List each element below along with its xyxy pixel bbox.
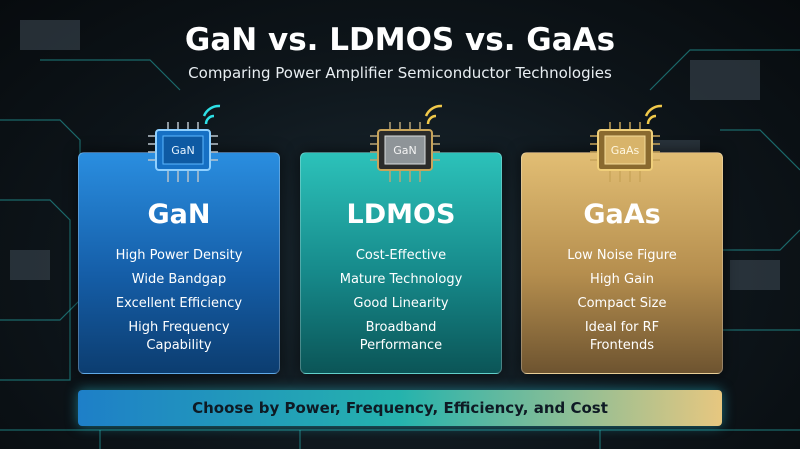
feature-list: High Power Density Wide Bandgap Excellent …: [89, 247, 269, 355]
feature-list: Low Noise Figure High Gain Compact Size Ide…: [532, 247, 712, 355]
feature: Cost-Effective: [355, 248, 447, 263]
card-title: GaN: [147, 199, 211, 230]
chip-icon: GaN: [370, 104, 443, 182]
feature-list: Cost-Effective Mature Technology Good Line…: [311, 247, 491, 355]
chip-label: GaAs: [611, 144, 640, 157]
title: GaN vs. LDMOS vs. GaAs: [184, 22, 616, 58]
card: GaAs Low Noise Figure High Gain Compact Si…: [521, 152, 723, 374]
feature: Good Linearity: [353, 296, 449, 311]
feature: Mature Technology: [339, 272, 463, 287]
chip-icon: GaAs: [590, 104, 663, 182]
feature: High Frequency Capability: [128, 320, 230, 353]
card-title: LDMOS: [346, 199, 456, 230]
feature: Excellent Efficiency: [115, 296, 243, 311]
chip-label: GaN: [171, 144, 195, 157]
chip-icon: GaN: [148, 104, 221, 182]
feature: Wide Bandgap: [131, 272, 227, 287]
card-title: GaAs: [583, 199, 661, 230]
feature: High Gain: [590, 272, 654, 287]
footer-text: Choose by Power, Frequency, Efficiency, …: [192, 399, 608, 417]
chip-label: GaN: [393, 144, 417, 157]
feature: Compact Size: [577, 296, 667, 311]
feature: Broadband Performance: [359, 320, 443, 353]
card: GaN High Power Density Wide Bandgap Excell…: [78, 152, 280, 374]
feature: Low Noise Figure: [567, 248, 677, 263]
footer-banner: Choose by Power, Frequency, Efficiency, …: [78, 390, 722, 426]
feature: High Power Density: [115, 248, 243, 263]
subtitle: Comparing Power Amplifier Semiconductor …: [188, 64, 612, 82]
feature: Ideal for RF Frontends: [584, 320, 660, 353]
